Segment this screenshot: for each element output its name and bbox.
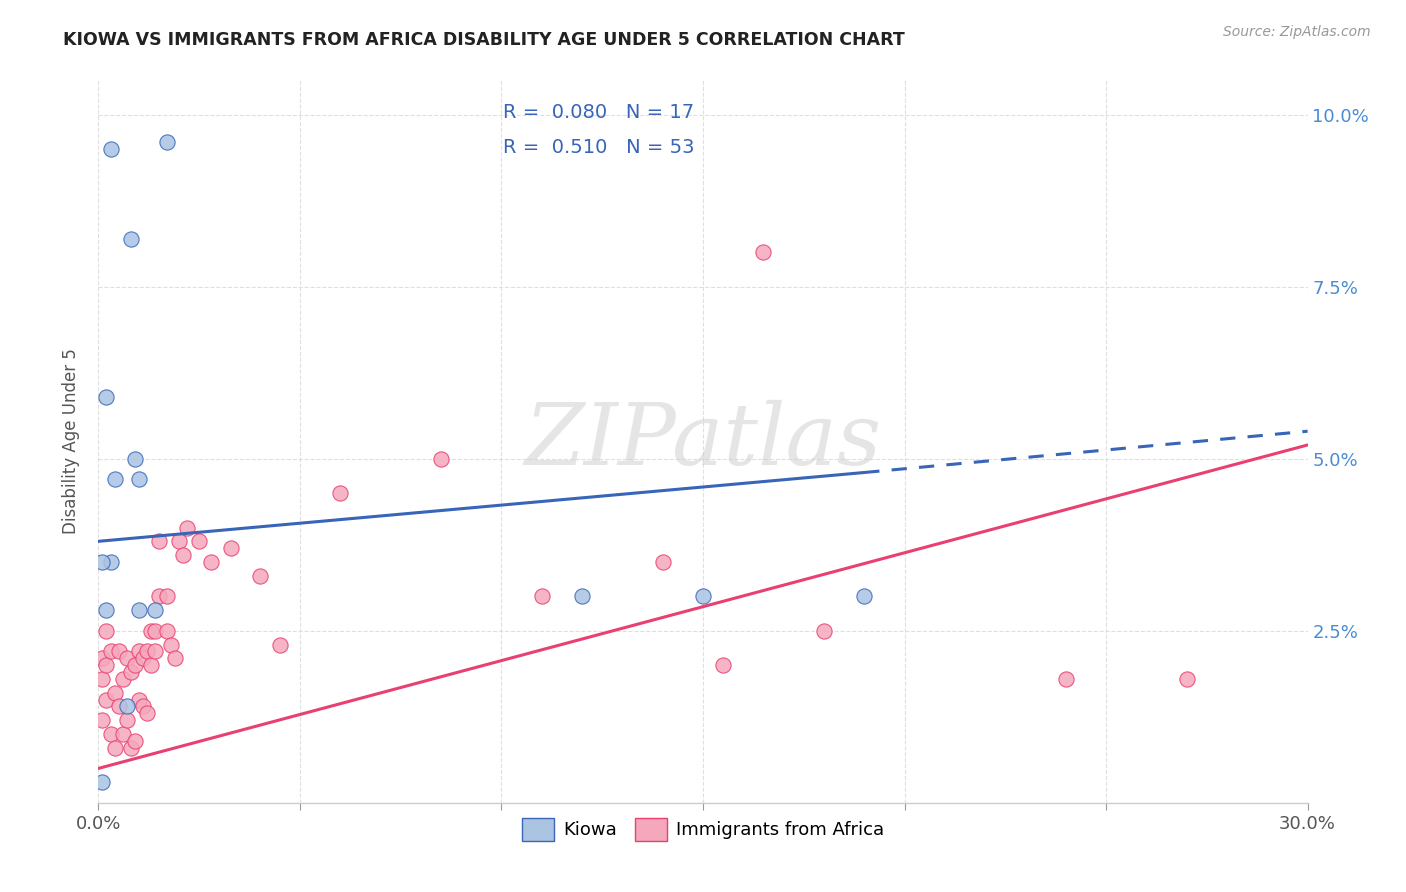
Point — [135, 706, 157, 721]
Point — [120, 231, 142, 245]
Point — [148, 590, 170, 604]
Point — [163, 651, 186, 665]
Point — [221, 541, 243, 556]
Point — [156, 624, 179, 638]
Point — [128, 472, 150, 486]
Point — [120, 665, 142, 679]
Point — [172, 548, 194, 562]
Point — [115, 713, 138, 727]
Point — [711, 658, 734, 673]
Text: R =  0.080   N = 17: R = 0.080 N = 17 — [503, 103, 695, 122]
Point — [176, 520, 198, 534]
Point — [124, 451, 146, 466]
Point — [132, 651, 155, 665]
Point — [124, 734, 146, 748]
Point — [100, 555, 122, 569]
Point — [91, 713, 114, 727]
Point — [100, 142, 122, 156]
Point — [128, 644, 150, 658]
Point — [115, 699, 138, 714]
Point — [530, 590, 553, 604]
Point — [128, 603, 150, 617]
Point — [188, 534, 211, 549]
Point — [249, 568, 271, 582]
Point — [143, 624, 166, 638]
Point — [91, 651, 114, 665]
Point — [115, 651, 138, 665]
Point — [100, 644, 122, 658]
Text: KIOWA VS IMMIGRANTS FROM AFRICA DISABILITY AGE UNDER 5 CORRELATION CHART: KIOWA VS IMMIGRANTS FROM AFRICA DISABILI… — [63, 31, 905, 49]
Point — [91, 555, 114, 569]
Point — [269, 638, 291, 652]
Point — [752, 245, 775, 260]
Point — [692, 590, 714, 604]
Point — [107, 644, 129, 658]
Legend: Kiowa, Immigrants from Africa: Kiowa, Immigrants from Africa — [515, 810, 891, 848]
Point — [91, 775, 114, 789]
Point — [853, 590, 876, 604]
Point — [813, 624, 835, 638]
Point — [143, 644, 166, 658]
Point — [135, 644, 157, 658]
Point — [96, 603, 118, 617]
Point — [124, 658, 146, 673]
Point — [111, 727, 134, 741]
Point — [143, 603, 166, 617]
Point — [91, 672, 114, 686]
Point — [107, 699, 129, 714]
Point — [571, 590, 593, 604]
Point — [200, 555, 222, 569]
Point — [132, 699, 155, 714]
Point — [103, 740, 125, 755]
Point — [329, 486, 352, 500]
Y-axis label: Disability Age Under 5: Disability Age Under 5 — [62, 349, 80, 534]
Point — [430, 451, 453, 466]
Point — [96, 658, 118, 673]
Point — [128, 692, 150, 706]
Text: R =  0.510   N = 53: R = 0.510 N = 53 — [503, 138, 695, 157]
Point — [103, 686, 125, 700]
Point — [139, 658, 162, 673]
Point — [156, 590, 179, 604]
Point — [148, 534, 170, 549]
Point — [96, 692, 118, 706]
Point — [96, 624, 118, 638]
Point — [1175, 672, 1198, 686]
Point — [1054, 672, 1077, 686]
Point — [120, 740, 142, 755]
Point — [156, 135, 179, 149]
Point — [100, 727, 122, 741]
Point — [103, 472, 125, 486]
Text: ZIPatlas: ZIPatlas — [524, 401, 882, 483]
Point — [160, 638, 183, 652]
Point — [96, 390, 118, 404]
Point — [139, 624, 162, 638]
Point — [167, 534, 190, 549]
Point — [651, 555, 673, 569]
Point — [111, 672, 134, 686]
Text: Source: ZipAtlas.com: Source: ZipAtlas.com — [1223, 25, 1371, 39]
